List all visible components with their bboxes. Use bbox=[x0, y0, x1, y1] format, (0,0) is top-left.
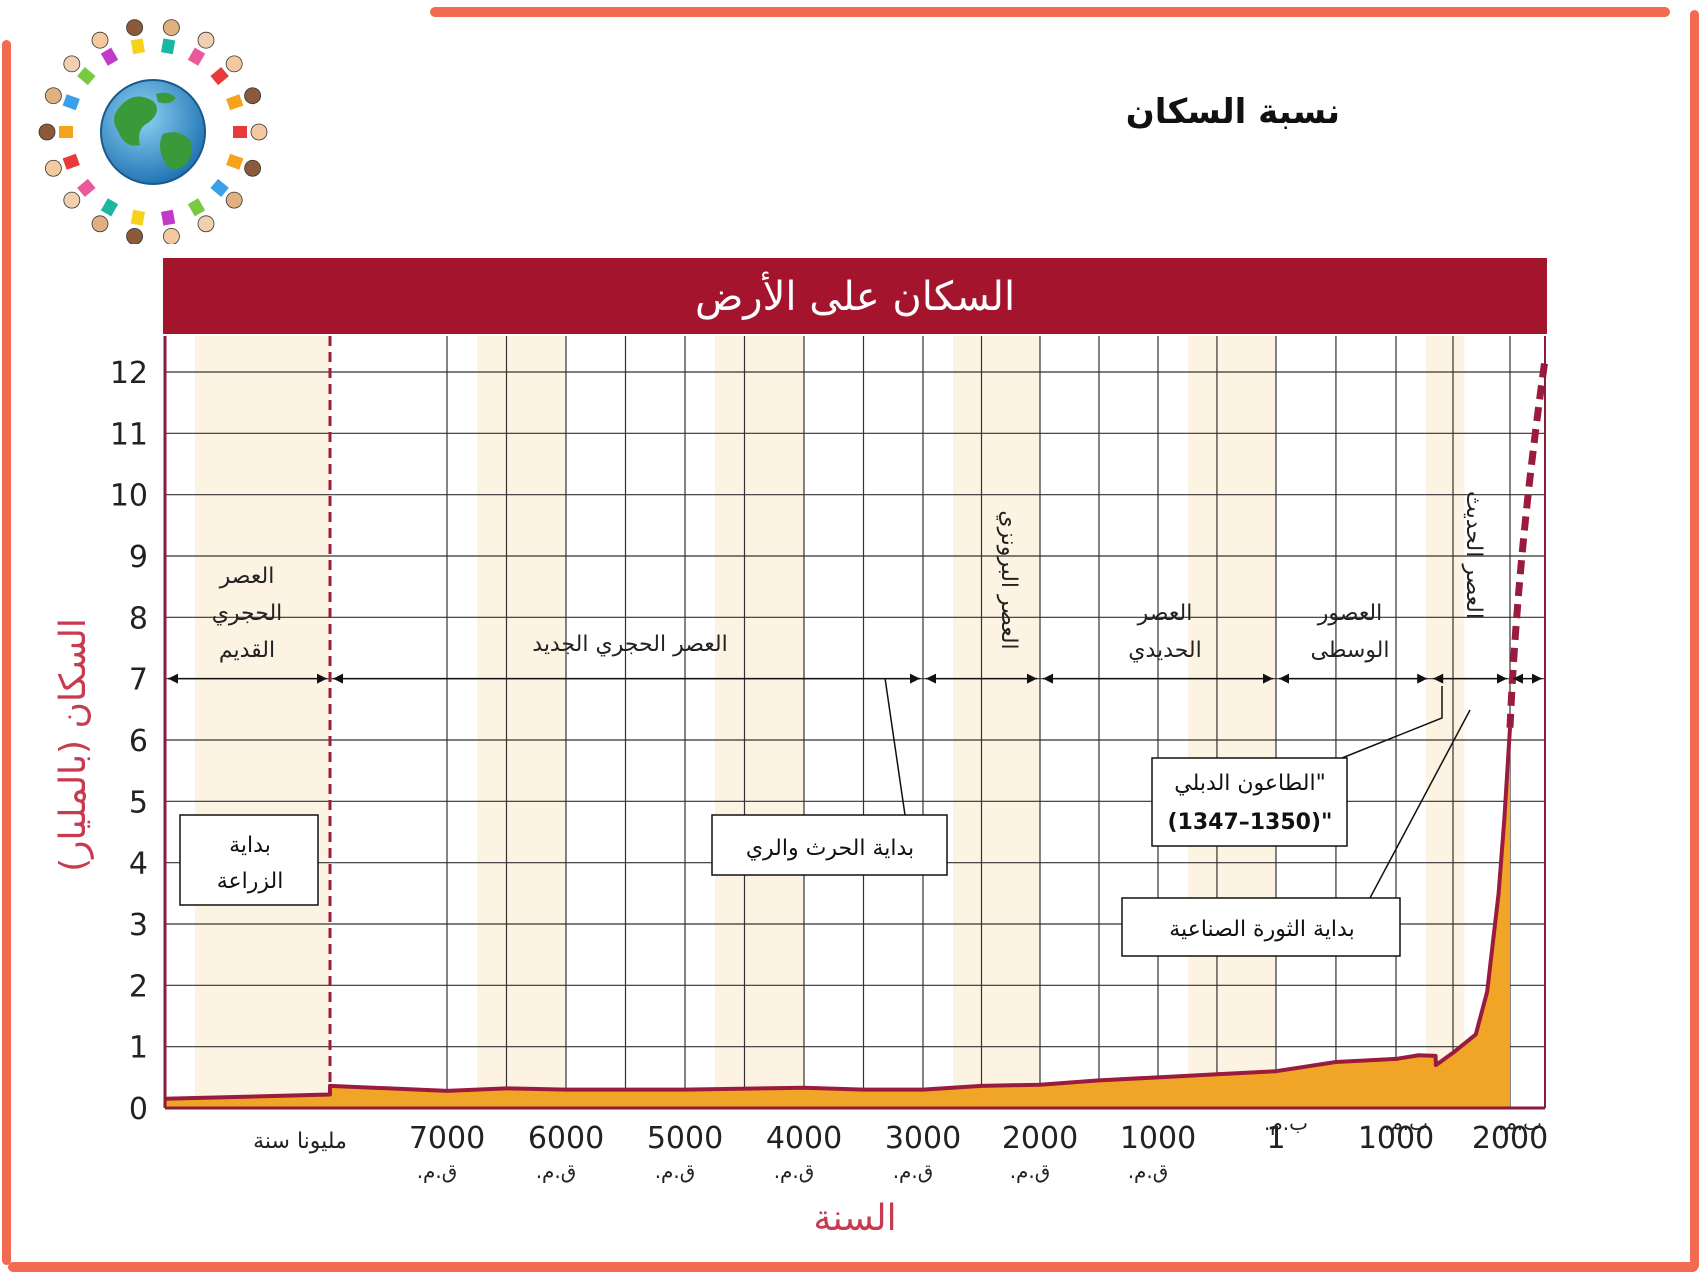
x-tick-label-7: 1000 bbox=[1120, 1121, 1196, 1156]
y-tick-label-8: 8 bbox=[129, 601, 148, 636]
y-tick-label-12: 12 bbox=[110, 356, 148, 391]
era-band-0 bbox=[195, 336, 330, 1108]
y-tick-label-0: 0 bbox=[129, 1092, 148, 1127]
period-arrow-left-5 bbox=[1433, 673, 1444, 684]
era-band-3 bbox=[953, 336, 1040, 1108]
x-tick-era-9: ب.م. bbox=[1384, 1111, 1428, 1135]
x-tick-era-2: ق.م. bbox=[536, 1159, 577, 1183]
period-arrow-right-1 bbox=[910, 673, 920, 684]
x-tick-era-3: ق.م. bbox=[655, 1159, 696, 1183]
period-arrow-left-3 bbox=[1043, 673, 1053, 684]
period-arrow-right-0 bbox=[317, 673, 327, 684]
x-tick-label-8: 1 bbox=[1266, 1121, 1285, 1156]
annotation-plowing: بداية الحرث والري bbox=[746, 836, 914, 861]
annotation-box-industrial bbox=[1121, 897, 1401, 957]
annotation-leader-plowing bbox=[884, 677, 906, 816]
globe-with-children-icon bbox=[38, 14, 268, 245]
annotation-box-agriculture bbox=[179, 814, 319, 906]
chart-title-bar bbox=[163, 258, 1547, 334]
x-axis-title: السنة bbox=[813, 1198, 896, 1239]
period-label-paleolithic-2: الحجري bbox=[212, 601, 283, 626]
period-arrow-right-5 bbox=[1497, 673, 1507, 684]
population-area-fill bbox=[165, 727, 1510, 1108]
annotation-industrial: بداية الثورة الصناعية bbox=[1169, 917, 1354, 942]
y-tick-label-3: 3 bbox=[129, 908, 148, 943]
y-tick-label-6: 6 bbox=[129, 724, 148, 759]
period-label-paleolithic-3: القديم bbox=[219, 638, 275, 663]
period-arrow-left-4 bbox=[1279, 673, 1289, 684]
x-tick-label-6: 2000 bbox=[1002, 1121, 1078, 1156]
period-label-bronze: العصر البرونزي bbox=[996, 510, 1021, 649]
period-label-iron-1: العصر bbox=[1137, 601, 1193, 626]
period-arrow-left-1 bbox=[333, 673, 343, 684]
frame-bottom-border bbox=[8, 1262, 1698, 1272]
period-label-iron-2: الحديدي bbox=[1128, 638, 1201, 663]
annotation-box-plague bbox=[1151, 757, 1348, 847]
annotation-agriculture-2: الزراعة bbox=[217, 869, 284, 894]
chart-title: السكان على الأرض bbox=[695, 271, 1015, 320]
period-arrow-left-2 bbox=[926, 673, 936, 684]
period-arrow-right-3 bbox=[1263, 673, 1273, 684]
x-tick-label-3: 5000 bbox=[647, 1121, 723, 1156]
period-arrow-right-6 bbox=[1532, 673, 1542, 684]
annotation-agriculture-1: بداية bbox=[229, 833, 271, 858]
x-tick-era-7: ق.م. bbox=[1128, 1159, 1169, 1183]
x-tick-era-5: ق.م. bbox=[893, 1159, 934, 1183]
y-tick-label-9: 9 bbox=[129, 540, 148, 575]
annotation-box-plowing bbox=[711, 814, 948, 876]
y-axis-title: السكان (بالمليار) bbox=[53, 618, 94, 872]
y-tick-label-4: 4 bbox=[129, 847, 148, 882]
x-tick-era-6: ق.م. bbox=[1010, 1159, 1051, 1183]
y-tick-label-1: 1 bbox=[129, 1031, 148, 1066]
x-tick-label-2: 6000 bbox=[528, 1121, 604, 1156]
annotation-leader-industrial bbox=[1369, 709, 1471, 899]
x-tick-label-5: 3000 bbox=[885, 1121, 961, 1156]
frame-left-border bbox=[2, 40, 11, 1265]
x-tick-label-9: 1000 bbox=[1358, 1121, 1434, 1156]
period-arrow-right-4 bbox=[1417, 673, 1428, 684]
x-tick-label-1: 7000 bbox=[409, 1121, 485, 1156]
annotation-plague-2: (1347–1350)" bbox=[1167, 810, 1332, 835]
annotation-plague-1: "الطاعون الدبلي bbox=[1174, 771, 1325, 796]
period-label-middle-ages-1: العصور bbox=[1317, 601, 1383, 626]
frame-right-border bbox=[1690, 10, 1699, 1270]
period-label-paleolithic-1: العصر bbox=[219, 564, 275, 589]
period-label-neolithic: العصر الحجري الجديد bbox=[532, 632, 727, 657]
period-arrow-left-0 bbox=[168, 673, 178, 684]
y-tick-label-11: 11 bbox=[110, 417, 148, 452]
period-arrow-left-6 bbox=[1513, 673, 1523, 684]
y-tick-label-5: 5 bbox=[129, 785, 148, 820]
y-tick-label-10: 10 bbox=[110, 479, 148, 514]
x-tick-era-10: ب.م. bbox=[1498, 1111, 1542, 1135]
projection-dashed-line bbox=[1506, 359, 1549, 728]
period-label-middle-ages-2: الوسطى bbox=[1311, 638, 1390, 663]
x-tick-label-4: 4000 bbox=[766, 1121, 842, 1156]
era-band-1 bbox=[477, 336, 566, 1108]
x-tick-label-10: 2000 bbox=[1472, 1121, 1548, 1156]
annotation-leader-plague bbox=[1341, 686, 1443, 759]
x-tick-label-0: مليونا سنة bbox=[253, 1129, 347, 1154]
y-tick-label-2: 2 bbox=[129, 969, 148, 1004]
period-arrow-right-2 bbox=[1027, 673, 1037, 684]
era-band-2 bbox=[715, 336, 804, 1108]
period-label-modern: العصر الحديث bbox=[1461, 491, 1486, 619]
x-tick-era-1: ق.م. bbox=[417, 1159, 458, 1183]
frame-top-border bbox=[430, 7, 1670, 17]
y-tick-label-7: 7 bbox=[129, 663, 148, 698]
era-band-4 bbox=[1188, 336, 1276, 1108]
x-tick-era-8: ب.م. bbox=[1264, 1111, 1308, 1135]
x-tick-era-4: ق.م. bbox=[774, 1159, 815, 1183]
page-title: نسبة السكان bbox=[1125, 92, 1340, 132]
